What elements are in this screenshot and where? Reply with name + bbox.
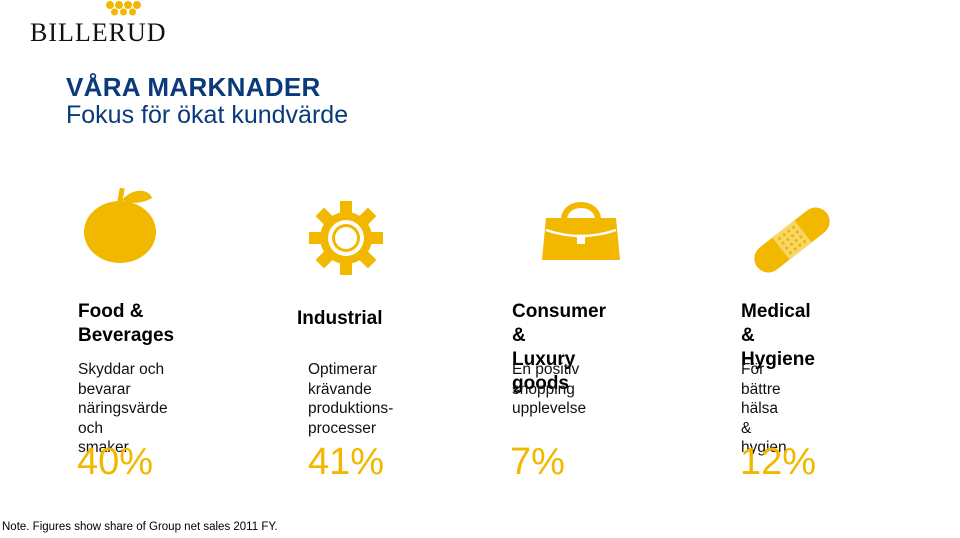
brand-name: BILLERUD: [30, 18, 167, 47]
market-description: Optimerar krävande produktions- processe…: [308, 361, 394, 437]
market-share: 7%: [510, 441, 565, 483]
page-subtitle: Fokus för ökat kundvärde: [66, 101, 349, 129]
apple-icon: [84, 187, 156, 263]
crown-dots-logo: [106, 1, 141, 16]
market-share: 40%: [77, 441, 154, 483]
gear-icon: [309, 201, 383, 275]
market-description: En positiv shopping upplevelse: [512, 361, 587, 417]
market-title: Food & Beverages: [78, 301, 175, 346]
handbag-reflection: [540, 262, 622, 288]
market-title: Medical & Hygiene: [741, 301, 815, 370]
market-share: 12%: [740, 441, 817, 483]
market-description: Skyddar och bevarar näringsvärde och sma…: [78, 361, 168, 456]
apple-reflection: [82, 266, 160, 296]
market-title: Consumer & Luxury goods: [512, 301, 606, 394]
footnote: Note. Figures show share of Group net sa…: [2, 521, 278, 533]
page-title: VÅRA MARKNADER: [66, 72, 321, 102]
market-share: 41%: [308, 441, 385, 483]
market-description: För bättre hälsa & hygien: [741, 361, 787, 456]
billerud-logo: BILLERUD: [30, 0, 167, 47]
market-title: Industrial: [297, 308, 383, 329]
bandage-icon: [754, 207, 830, 273]
handbag-icon: [542, 202, 620, 260]
